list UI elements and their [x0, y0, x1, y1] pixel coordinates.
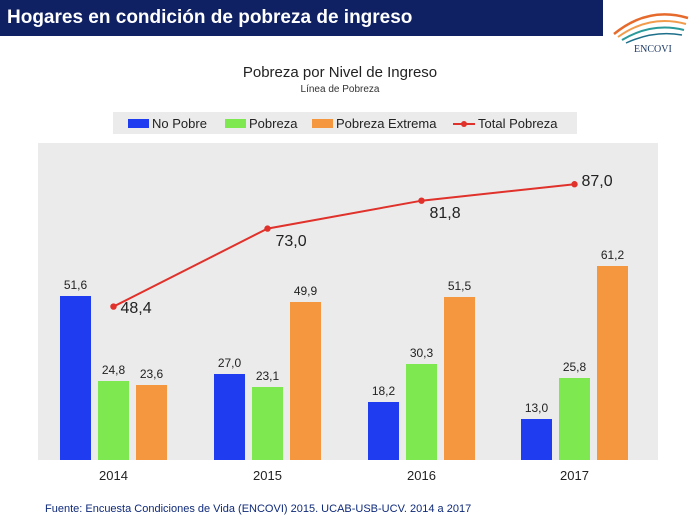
- bar-value-label: 51,5: [447, 278, 472, 293]
- bar-pobreza-2015: [252, 386, 283, 460]
- legend-item-pobreza: Pobreza: [225, 116, 297, 131]
- legend-swatch-pobreza-extrema: [312, 119, 333, 128]
- total-pobreza-point: [571, 181, 578, 188]
- bar-pobreza-2014: [98, 381, 129, 460]
- header-banner: Hogares en condición de pobreza de ingre…: [0, 0, 603, 36]
- legend-label: Pobreza Extrema: [336, 116, 437, 131]
- x-tick-label: 2016: [407, 468, 436, 483]
- legend-item-no-pobre: No Pobre: [128, 116, 207, 131]
- bar-no-pobre-2015: [214, 374, 245, 460]
- encovi-logo: ENCOVI: [608, 4, 692, 55]
- legend-label: Pobreza: [249, 116, 298, 131]
- bar-value-label: 49,9: [293, 283, 318, 298]
- legend-swatch-no-pobre: [128, 119, 149, 128]
- x-tick-label: 2014: [99, 468, 128, 483]
- bar-pobreza-extrema-2015: [290, 301, 321, 460]
- bar-no-pobre-2017: [521, 418, 552, 460]
- legend-swatch-total-pobreza: [453, 119, 475, 129]
- x-tick-label: 2017: [560, 468, 589, 483]
- chart-subtitle: Línea de Pobreza: [300, 84, 380, 95]
- bar-pobreza-2017: [559, 378, 590, 460]
- bar-value-label: 30,3: [409, 345, 434, 360]
- bar-no-pobre-2014: [60, 296, 91, 460]
- total-pobreza-point: [264, 225, 271, 232]
- source-note: Fuente: Encuesta Condiciones de Vida (EN…: [45, 503, 472, 515]
- x-tick-label: 2015: [253, 468, 282, 483]
- legend-label: Total Pobreza: [478, 116, 558, 131]
- total-pobreza-value-label: 81,8: [429, 204, 461, 222]
- bar-value-label: 18,2: [371, 384, 396, 399]
- bar-value-label: 25,8: [562, 360, 587, 375]
- total-pobreza-value-label: 87,0: [581, 173, 613, 191]
- logo-text: ENCOVI: [634, 44, 672, 54]
- total-pobreza-value-label: 73,0: [275, 232, 307, 250]
- bar-pobreza-extrema-2014: [136, 385, 167, 460]
- total-pobreza-value-label: 48,4: [120, 299, 152, 317]
- bar-pobreza-extrema-2017: [597, 265, 628, 460]
- bar-pobreza-extrema-2016: [444, 296, 475, 460]
- bar-value-label: 23,1: [255, 368, 280, 383]
- total-pobreza-point: [418, 197, 425, 204]
- bar-value-label: 27,0: [217, 356, 242, 371]
- page-title: Hogares en condición de pobreza de ingre…: [7, 7, 413, 28]
- legend-item-pobreza-extrema: Pobreza Extrema: [312, 116, 436, 131]
- bar-no-pobre-2016: [368, 402, 399, 460]
- bar-value-label: 51,6: [63, 278, 88, 293]
- legend-label: No Pobre: [152, 116, 207, 131]
- legend-swatch-pobreza: [225, 119, 246, 128]
- total-pobreza-point: [110, 303, 117, 310]
- chart-legend: No Pobre Pobreza Pobreza Extrema Total P…: [113, 112, 577, 134]
- chart-title: Pobreza por Nivel de Ingreso: [242, 64, 438, 81]
- bar-value-label: 23,6: [139, 367, 164, 382]
- bar-value-label: 61,2: [600, 247, 625, 262]
- bar-value-label: 24,8: [101, 363, 126, 378]
- legend-item-total-pobreza: Total Pobreza: [453, 116, 558, 131]
- bar-value-label: 13,0: [524, 400, 549, 415]
- bar-pobreza-2016: [406, 363, 437, 460]
- total-pobreza-polyline: [113, 183, 575, 308]
